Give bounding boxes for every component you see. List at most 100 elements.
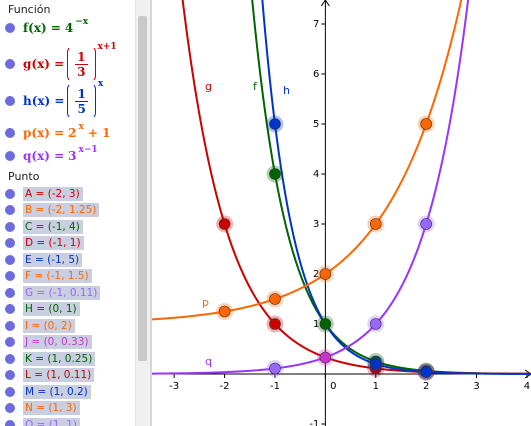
- point-label: E = (-1, 5): [23, 252, 83, 267]
- point[interactable]: [319, 268, 332, 280]
- point-row[interactable]: G = (-1, 0.11): [0, 285, 101, 300]
- x-tick-label: -3: [169, 381, 179, 392]
- divider[interactable]: [150, 0, 152, 426]
- visibility-toggle[interactable]: [5, 287, 15, 298]
- point-row[interactable]: K = (1, 0.25): [0, 351, 96, 366]
- point-row[interactable]: J = (0, 0.33): [0, 335, 92, 350]
- visibility-toggle[interactable]: [5, 59, 15, 69]
- x-tick-label: 2: [423, 381, 429, 392]
- point[interactable]: [420, 118, 432, 130]
- visibility-toggle[interactable]: [5, 386, 15, 397]
- visibility-toggle[interactable]: [5, 304, 15, 314]
- scroll-thumb[interactable]: [138, 16, 147, 361]
- point-row[interactable]: A = (-2, 3): [0, 186, 83, 201]
- function-curve: [152, 0, 470, 375]
- point[interactable]: [269, 362, 281, 375]
- visibility-toggle[interactable]: [5, 271, 15, 281]
- point[interactable]: [369, 358, 382, 370]
- point-row[interactable]: N = (1, 3): [0, 401, 80, 416]
- curve-label: p: [202, 296, 209, 309]
- paren: [67, 46, 73, 82]
- function-lhs: q(x) =: [23, 149, 65, 163]
- visibility-toggle[interactable]: [5, 419, 15, 426]
- x-tick-label: 1: [373, 381, 379, 392]
- point-label: F = (-1, 1.5): [23, 269, 92, 283]
- point[interactable]: [269, 118, 281, 130]
- visibility-toggle[interactable]: [5, 188, 15, 199]
- visibility-toggle[interactable]: [5, 128, 15, 138]
- y-tick-label: -1: [309, 419, 319, 426]
- paren: [90, 46, 96, 82]
- visibility-toggle[interactable]: [5, 205, 15, 215]
- graphics-view: -3 -2 -1 0 1 2 3 4 -1 1 2 3 4 5 6 7 f g h p q: [152, 0, 531, 426]
- point[interactable]: [218, 218, 231, 230]
- function-curve: [152, 0, 463, 321]
- exponent: −x: [75, 17, 89, 27]
- point-row[interactable]: E = (-1, 5): [0, 252, 83, 267]
- visibility-toggle[interactable]: [5, 254, 15, 265]
- exponent: x−1: [78, 145, 98, 155]
- point-row[interactable]: O = (1, 1): [0, 417, 80, 426]
- numerator: 1: [75, 86, 88, 102]
- y-tick-label: 3: [313, 219, 319, 230]
- point-label: C = (-1, 4): [23, 219, 83, 234]
- visibility-toggle[interactable]: [5, 320, 15, 331]
- curve-label: f: [253, 80, 258, 93]
- y-tick-label: 1: [313, 319, 319, 330]
- denominator: 3: [77, 64, 86, 79]
- point[interactable]: [269, 318, 281, 330]
- function-formula: h(x) = 1 5 x: [23, 79, 103, 119]
- function-row[interactable]: g(x) = 1 3 x+1: [0, 42, 117, 82]
- visibility-toggle[interactable]: [5, 353, 15, 364]
- point[interactable]: [420, 218, 432, 230]
- visibility-toggle[interactable]: [5, 151, 15, 161]
- scrollbar[interactable]: [135, 0, 150, 426]
- point[interactable]: [218, 305, 231, 318]
- function-row[interactable]: q(x) = 3 x−1: [0, 145, 98, 165]
- visibility-toggle[interactable]: [5, 403, 15, 413]
- point-row[interactable]: D = (-1, 1): [0, 236, 84, 251]
- visibility-toggle[interactable]: [5, 238, 15, 248]
- x-tick-label: -1: [270, 381, 280, 392]
- point-row[interactable]: C = (-1, 4): [0, 219, 83, 234]
- x-tick-label: 3: [473, 381, 479, 392]
- point[interactable]: [369, 218, 382, 230]
- point-row[interactable]: B = (-2, 1.25): [0, 203, 100, 218]
- point-label: O = (1, 1): [23, 417, 80, 426]
- base: 3: [68, 149, 77, 163]
- function-row[interactable]: f(x) = 4 −x: [0, 17, 88, 37]
- point[interactable]: [420, 366, 432, 378]
- function-lhs: f(x) =: [23, 21, 61, 35]
- point-row[interactable]: I = (0, 2): [0, 318, 75, 333]
- point[interactable]: [369, 318, 382, 330]
- point-label: K = (1, 0.25): [23, 351, 96, 366]
- visibility-toggle[interactable]: [5, 96, 15, 106]
- paren: [67, 83, 73, 119]
- point[interactable]: [319, 351, 332, 364]
- visibility-toggle[interactable]: [5, 23, 15, 33]
- section-header[interactable]: Punto: [8, 170, 40, 183]
- section-header[interactable]: Función: [8, 3, 51, 16]
- function-row[interactable]: p(x) = 2 x + 1: [0, 122, 110, 142]
- point[interactable]: [269, 168, 281, 180]
- point-label: G = (-1, 0.11): [23, 285, 101, 300]
- visibility-toggle[interactable]: [5, 370, 15, 380]
- point-row[interactable]: H = (0, 1): [0, 302, 80, 317]
- point[interactable]: [319, 318, 332, 330]
- visibility-toggle[interactable]: [5, 221, 15, 232]
- visibility-toggle[interactable]: [5, 337, 15, 347]
- function-formula: p(x) = 2 x + 1: [23, 122, 110, 140]
- x-tick-label: 0: [330, 381, 336, 392]
- exponent: x+1: [97, 42, 117, 52]
- function-row[interactable]: h(x) = 1 5 x: [0, 79, 103, 119]
- point-row[interactable]: F = (-1, 1.5): [0, 269, 92, 284]
- function-curve: [251, 0, 531, 375]
- point-row[interactable]: L = (1, 0.11): [0, 368, 95, 383]
- point[interactable]: [269, 293, 281, 305]
- point-row[interactable]: M = (1, 0.2): [0, 384, 91, 399]
- paren: [90, 83, 96, 119]
- y-tick-label: 6: [313, 69, 319, 80]
- y-tick-label: 4: [313, 169, 319, 180]
- function-formula: f(x) = 4 −x: [23, 17, 88, 35]
